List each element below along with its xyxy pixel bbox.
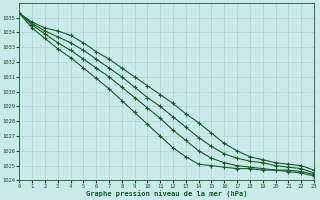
- X-axis label: Graphe pression niveau de la mer (hPa): Graphe pression niveau de la mer (hPa): [86, 190, 247, 197]
